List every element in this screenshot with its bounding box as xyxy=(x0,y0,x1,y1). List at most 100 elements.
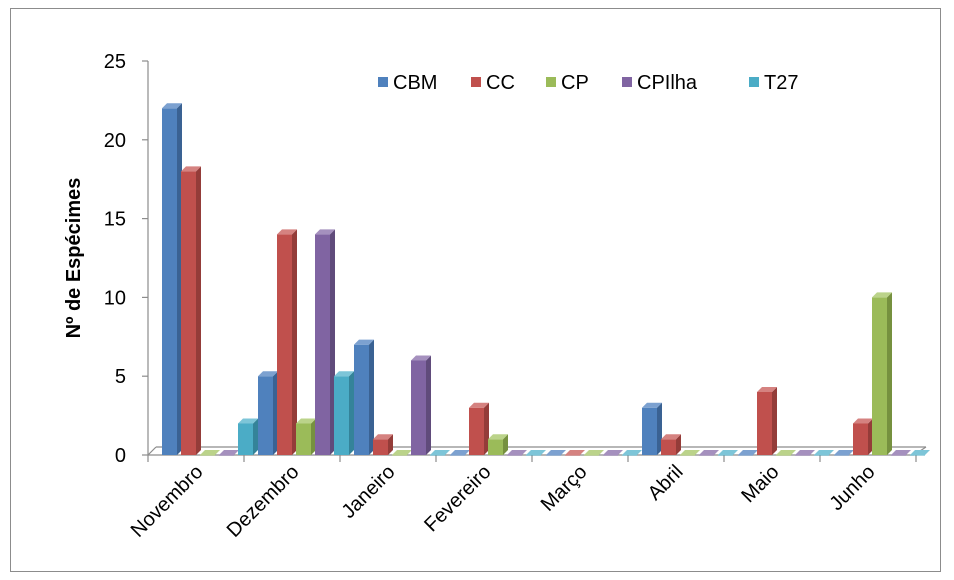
bar-cbm-maio xyxy=(738,450,758,456)
bar-side xyxy=(330,229,335,455)
bar-top xyxy=(411,355,431,361)
bar-cp-novembro xyxy=(200,450,220,456)
x-tick-label-novembro: Novembro xyxy=(127,461,208,542)
bar-top xyxy=(469,402,489,408)
bar-cp-janeiro xyxy=(392,450,412,456)
bar-cp-fevereiro xyxy=(488,434,508,455)
bar-side xyxy=(426,355,431,455)
bar-series xyxy=(162,103,930,456)
bar-top xyxy=(488,434,508,440)
bar-front xyxy=(814,455,829,456)
bar-cbm-novembro xyxy=(162,103,182,455)
bar-top xyxy=(219,450,239,455)
bar-cbm-abril xyxy=(642,402,662,455)
bar-t27-dezembro xyxy=(334,371,354,455)
bar-front xyxy=(219,455,234,456)
bar-front xyxy=(373,439,388,455)
bar-front xyxy=(392,455,407,456)
x-tick-label-abril: Abril xyxy=(644,461,688,505)
y-tick-label: 15 xyxy=(104,209,126,231)
bar-side xyxy=(388,434,393,455)
bar-front xyxy=(891,455,906,456)
bar-top xyxy=(891,450,911,455)
bar-top xyxy=(872,292,892,298)
x-tick-label-fevereiro: Fevereiro xyxy=(420,461,495,536)
bar-top xyxy=(334,371,354,377)
bar-cbm-fevereiro xyxy=(450,450,470,456)
bar-top xyxy=(603,450,623,455)
bar-front xyxy=(872,297,887,455)
legend-item-cpilha: CPIlha xyxy=(622,72,698,94)
bar-front xyxy=(488,439,503,455)
bar-front xyxy=(200,455,215,456)
legend-swatch xyxy=(622,77,632,87)
bar-front xyxy=(565,455,580,456)
bar-front xyxy=(910,455,925,456)
legend: CBM CC CP CPIlha T27 xyxy=(378,72,798,94)
bar-top xyxy=(392,450,412,455)
legend-item-t27: T27 xyxy=(749,72,798,94)
legend-item-cbm: CBM xyxy=(378,72,437,94)
y-tick-label: 20 xyxy=(104,130,126,152)
y-tick-label: 5 xyxy=(115,366,126,388)
legend-swatch xyxy=(471,77,481,87)
bar-front xyxy=(622,455,637,456)
bar-cp-dezembro xyxy=(296,418,316,455)
x-tick-label-junho: Junho xyxy=(825,461,879,515)
legend-label: CP xyxy=(561,72,589,94)
bar-side xyxy=(196,166,201,455)
bar-cp-junho xyxy=(872,292,892,455)
bar-t27-fevereiro xyxy=(526,450,546,456)
bar-cbm-marco xyxy=(546,450,566,456)
y-tick-label: 25 xyxy=(104,51,126,73)
bar-front xyxy=(834,455,849,456)
bar-cpilha-abril xyxy=(699,450,719,456)
bar-top xyxy=(661,434,681,440)
bar-side xyxy=(676,434,681,455)
bar-top xyxy=(584,450,604,455)
bar-front xyxy=(699,455,714,456)
bar-top xyxy=(200,450,220,455)
floor-depth-edge xyxy=(147,446,157,456)
bar-front xyxy=(277,234,292,455)
bar-top xyxy=(507,450,527,455)
bar-side xyxy=(311,418,316,455)
bar-t27-marco xyxy=(622,450,642,456)
bar-side xyxy=(369,339,374,455)
bar-side xyxy=(349,371,354,455)
bar-top xyxy=(430,450,450,455)
bar-top xyxy=(853,418,873,424)
legend-label: T27 xyxy=(764,72,798,94)
bar-front xyxy=(757,391,772,455)
y-axis-title: Nº de Espécimes xyxy=(63,178,85,339)
bar-cc-dezembro xyxy=(277,229,297,455)
legend-label: CPIlha xyxy=(637,72,698,94)
bar-top xyxy=(450,450,470,455)
bar-top xyxy=(258,371,278,377)
x-tick-label-marco: Março xyxy=(537,461,592,516)
bar-front xyxy=(776,455,791,456)
bar-top xyxy=(526,450,546,455)
bar-cpilha-novembro xyxy=(219,450,239,456)
bar-cc-novembro xyxy=(181,166,201,455)
bar-front xyxy=(661,439,676,455)
bar-front xyxy=(507,455,522,456)
x-axis-ticks: Novembro Dezembro Janeiro Fevereiro Março Abr… xyxy=(127,455,917,542)
bar-cc-janeiro xyxy=(373,434,393,455)
bar-cbm-dezembro xyxy=(258,371,278,455)
bar-side xyxy=(503,434,508,455)
bar-front xyxy=(162,108,177,455)
bar-top xyxy=(910,450,930,455)
bar-front xyxy=(450,455,465,456)
bar-front xyxy=(853,423,868,455)
bar-cpilha-janeiro xyxy=(411,355,431,455)
bar-front xyxy=(642,407,657,455)
legend-swatch xyxy=(546,77,556,87)
bar-side xyxy=(484,402,489,455)
bar-cp-maio xyxy=(776,450,796,456)
bar-front xyxy=(238,423,253,455)
bar-top xyxy=(181,166,201,172)
bar-top xyxy=(315,229,335,235)
bar-front xyxy=(430,455,445,456)
bar-cc-junho xyxy=(853,418,873,455)
